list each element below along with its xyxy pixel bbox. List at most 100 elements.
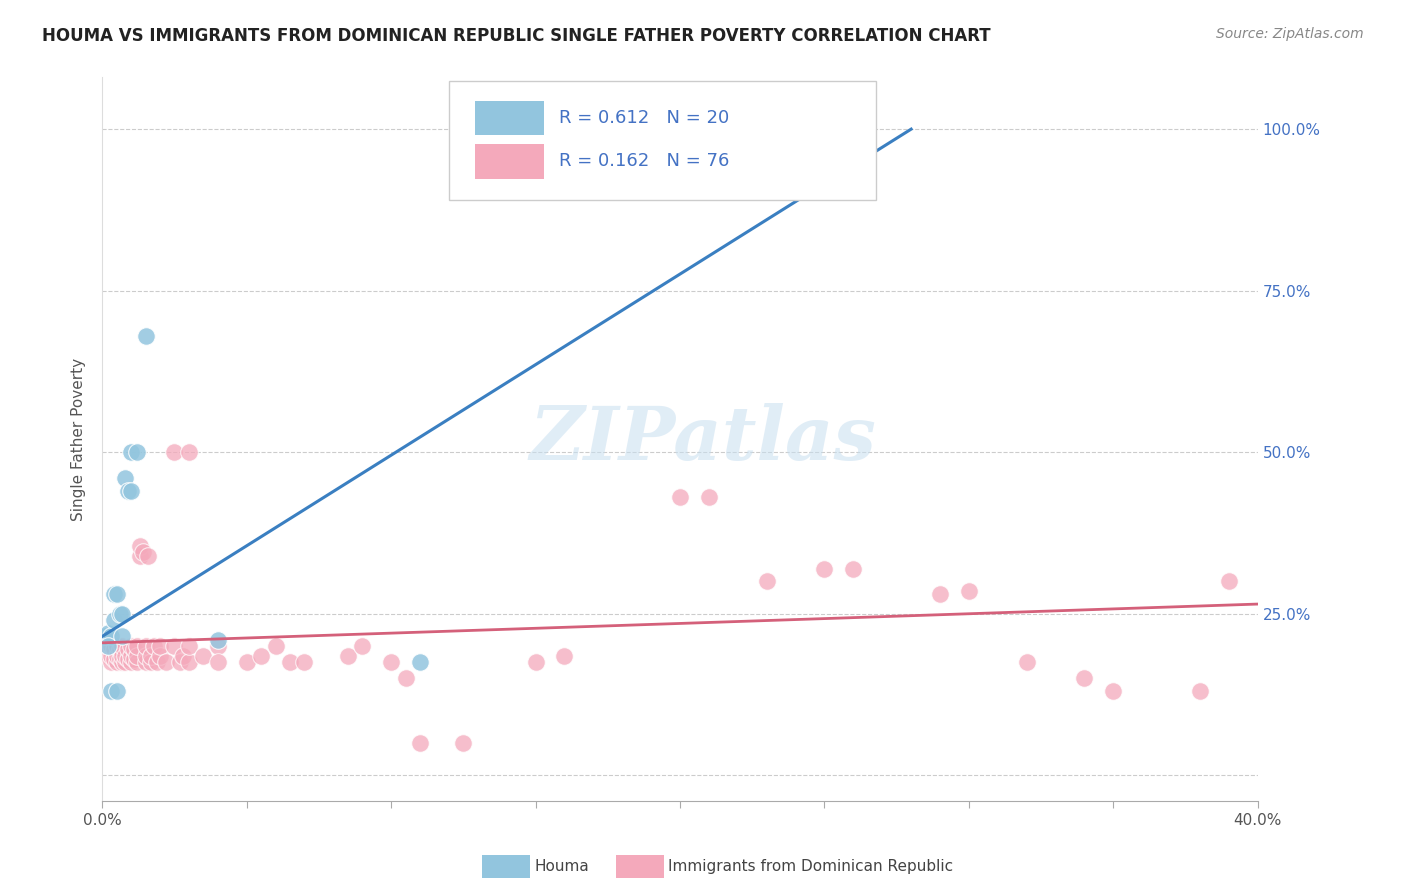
Point xyxy=(108,652,131,666)
Point xyxy=(105,587,128,601)
Point xyxy=(122,652,145,666)
Point xyxy=(114,648,136,663)
Point xyxy=(207,639,229,653)
Point xyxy=(155,655,177,669)
Point xyxy=(453,736,475,750)
Point xyxy=(125,445,148,459)
Point xyxy=(755,574,778,589)
Point xyxy=(149,639,172,653)
Point xyxy=(929,587,952,601)
Text: ZIPatlas: ZIPatlas xyxy=(530,403,876,475)
Point xyxy=(125,639,148,653)
Point xyxy=(100,684,122,698)
Point xyxy=(135,648,157,663)
Point xyxy=(1073,671,1095,685)
Point xyxy=(108,642,131,657)
Point xyxy=(409,655,432,669)
Point xyxy=(135,329,157,343)
Point xyxy=(111,655,134,669)
Point xyxy=(524,655,547,669)
Point xyxy=(111,629,134,643)
Point xyxy=(120,483,142,498)
Point xyxy=(135,639,157,653)
Point xyxy=(1189,684,1212,698)
Point xyxy=(111,639,134,653)
Point xyxy=(135,655,157,669)
Point xyxy=(103,652,125,666)
Point xyxy=(957,584,980,599)
Text: R = 0.612   N = 20: R = 0.612 N = 20 xyxy=(558,109,728,127)
Text: Source: ZipAtlas.com: Source: ZipAtlas.com xyxy=(1216,27,1364,41)
Point xyxy=(409,736,432,750)
Point xyxy=(103,642,125,657)
Point xyxy=(100,648,122,663)
Point xyxy=(114,471,136,485)
Point xyxy=(120,445,142,459)
Point xyxy=(120,639,142,653)
Point xyxy=(169,655,191,669)
Point xyxy=(172,648,194,663)
Point xyxy=(207,655,229,669)
FancyBboxPatch shape xyxy=(475,144,544,178)
Point xyxy=(103,587,125,601)
Point xyxy=(294,655,316,669)
Point xyxy=(125,648,148,663)
FancyBboxPatch shape xyxy=(475,101,544,136)
Point xyxy=(105,655,128,669)
Point xyxy=(394,671,416,685)
Point xyxy=(120,648,142,663)
Text: HOUMA VS IMMIGRANTS FROM DOMINICAN REPUBLIC SINGLE FATHER POVERTY CORRELATION CH: HOUMA VS IMMIGRANTS FROM DOMINICAN REPUB… xyxy=(42,27,991,45)
Point xyxy=(177,639,200,653)
Point xyxy=(163,445,186,459)
Point xyxy=(813,561,835,575)
Point xyxy=(103,613,125,627)
Point xyxy=(352,639,374,653)
Point xyxy=(117,483,139,498)
Point xyxy=(278,655,301,669)
Point xyxy=(117,642,139,657)
Point xyxy=(125,655,148,669)
Point xyxy=(111,607,134,621)
Point xyxy=(100,655,122,669)
Point xyxy=(141,655,163,669)
Point xyxy=(97,648,120,663)
Text: R = 0.162   N = 76: R = 0.162 N = 76 xyxy=(558,153,730,170)
Point xyxy=(111,648,134,663)
Point xyxy=(380,655,402,669)
Point xyxy=(146,655,169,669)
Point xyxy=(122,642,145,657)
Point xyxy=(105,648,128,663)
Point xyxy=(100,639,122,653)
Point xyxy=(114,655,136,669)
Point xyxy=(842,561,865,575)
Point xyxy=(105,639,128,653)
Point xyxy=(97,639,120,653)
Point xyxy=(149,648,172,663)
Point xyxy=(97,626,120,640)
Point xyxy=(336,648,359,663)
Point xyxy=(669,491,692,505)
Text: Houma: Houma xyxy=(534,859,589,873)
Point xyxy=(141,648,163,663)
Point xyxy=(117,652,139,666)
Point xyxy=(1015,655,1038,669)
Point xyxy=(100,629,122,643)
Point xyxy=(264,639,287,653)
Point xyxy=(235,655,257,669)
Point xyxy=(105,684,128,698)
Point xyxy=(108,607,131,621)
Point xyxy=(94,629,117,643)
Point xyxy=(128,549,150,563)
Point xyxy=(163,639,186,653)
Point xyxy=(177,445,200,459)
Point xyxy=(138,549,160,563)
Point xyxy=(250,648,273,663)
Point xyxy=(207,632,229,647)
Point xyxy=(97,639,120,653)
Point xyxy=(177,655,200,669)
Point xyxy=(1218,574,1240,589)
Point xyxy=(193,648,215,663)
Text: Immigrants from Dominican Republic: Immigrants from Dominican Republic xyxy=(668,859,953,873)
Point xyxy=(120,655,142,669)
Point xyxy=(697,491,720,505)
